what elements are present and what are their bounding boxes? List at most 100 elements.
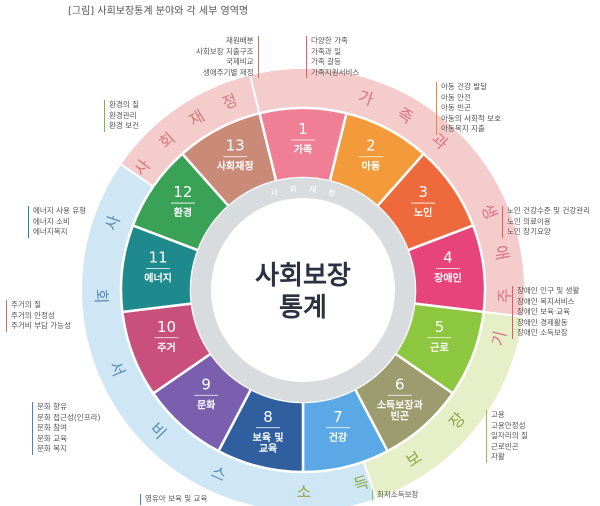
sector-name: 빈곤 (391, 409, 409, 422)
sector-number: 10 (157, 318, 176, 336)
detail-item: 국제비교 (225, 57, 254, 67)
detail-list-disabled: 장애인 인구 및 생활 장애인 복지서비스 장애인 보육·교육 장애인 경제활동… (512, 286, 579, 339)
center-title-line1: 사회보장 (255, 261, 351, 291)
detail-item: 문화 접근성(인프라) (37, 412, 101, 422)
detail-list-energy: 에너지 사용 유형 에너지 소비 에너지복지 (28, 206, 86, 238)
sector-name: 사회재정 (217, 160, 254, 173)
sector-name: 보육 및 (253, 432, 284, 444)
group-label-family-lifecycle: 가 (356, 87, 376, 110)
detail-item: 문화 교육 (37, 433, 67, 443)
detail-item: 노인 건강수준 및 건강관리 (507, 206, 591, 215)
detail-item: 영유아 보육 및 교육 (145, 494, 208, 503)
inner-ring-label: 회 (289, 185, 297, 195)
detail-item: 에너지 소비 (33, 216, 70, 226)
detail-item: 가족과 일 (311, 46, 341, 56)
sector-number: 12 (173, 183, 192, 201)
detail-list-family: 다양한 가족 가족과 일 가족 갈등 가족지원서비스 (306, 36, 360, 79)
detail-item: 자활 (491, 452, 505, 462)
group-label-social-finance: 정 (219, 90, 240, 113)
detail-list-culture: 문화 향유 문화 접근성(인프라) 문화 참여 문화 교육 문화 복지 (32, 402, 100, 455)
inner-ring-label: 사 (270, 188, 280, 199)
figure-caption: [그림] 사회보장통계 분야와 각 세부 영역명 (68, 6, 249, 17)
detail-item: 장애인 경제활동 (517, 317, 568, 327)
detail-item: 장애인 복지서비스 (517, 296, 575, 306)
group-label-social-service: 스 (208, 462, 229, 485)
detail-item: 가족 갈등 (311, 57, 341, 67)
detail-item: 문화 향유 (37, 402, 67, 411)
sector-name: 장애인 (434, 271, 462, 284)
detail-item: 에너지 사용 유형 (33, 206, 87, 215)
sector-number: 4 (443, 248, 453, 266)
detail-item: 에너지복지 (33, 227, 68, 237)
group-label-family-lifecycle: 애 (491, 244, 512, 262)
detail-item: 최저소득보장 (377, 490, 419, 499)
sector-number: 9 (201, 375, 211, 393)
group-label-income-security: 소 (296, 482, 311, 501)
detail-list-social-finance: 재원배분 사회보장 지출구조 국제비교 생애주기별 재정 (196, 36, 259, 79)
sector-name: 문화 (197, 399, 216, 411)
detail-item: 근로빈곤 (491, 441, 519, 451)
detail-item: 생애주기별 재정 (202, 67, 254, 77)
detail-list-elderly: 노인 건강수준 및 건강관리 노인 의료이용 노인 장기요양 (502, 206, 590, 238)
detail-item: 다양한 가족 (311, 36, 348, 45)
center-title-line2: 통계 (279, 293, 327, 323)
detail-item: 재원배분 (225, 36, 254, 45)
detail-item: 장애인 인구 및 생활 (517, 286, 580, 295)
detail-item: 환경관리 (109, 110, 137, 120)
detail-item: 아동의 사회적 보호 (441, 113, 501, 123)
group-label-family-lifecycle: 생 (477, 201, 500, 222)
detail-item: 환경 보건 (109, 121, 139, 131)
sector-number: 3 (418, 183, 428, 201)
detail-item: 장애인 소득보장 (517, 328, 568, 338)
detail-item: 노인 의료이용 (507, 216, 551, 226)
sector-number: 11 (149, 248, 168, 266)
sector-name: 주거 (157, 341, 175, 354)
detail-item: 아동복지 지출 (441, 124, 485, 134)
sector-number: 13 (226, 137, 245, 155)
group-label-social-service: 회 (91, 289, 110, 304)
detail-list-housing: 주거의 질 주거의 안정성 주거비 부담 가능성 (6, 300, 71, 332)
sector-number: 6 (395, 375, 405, 393)
center-circle (211, 198, 395, 382)
detail-item: 문화 복지 (37, 444, 67, 454)
sector-number: 5 (435, 318, 445, 336)
detail-list-labor: 고용 고용안정성 일자리의 질 근로빈곤 자활 (486, 410, 528, 463)
detail-list-childcare: 영유아 보육 및 교육 (140, 494, 207, 505)
sector-name: 근로 (430, 342, 448, 354)
detail-item: 고용안정성 (491, 420, 526, 430)
detail-item: 사회보장 지출구조 (196, 46, 254, 56)
detail-item: 문화 참여 (37, 423, 67, 433)
detail-list-child: 아동 건강 발달 아동 안전 아동 빈곤 아동의 사회적 보호 아동복지 지출 (436, 82, 501, 135)
detail-item: 주거비 부담 가능성 (11, 321, 71, 331)
detail-list-income: 최저소득보장 (372, 490, 418, 501)
detail-item: 환경의 질 (109, 100, 139, 109)
detail-item: 가족지원서비스 (311, 67, 360, 77)
sector-name: 가족 (294, 143, 312, 156)
group-label-family-lifecycle: 주 (495, 288, 514, 303)
group-label-family-lifecycle: 기 (488, 329, 510, 348)
sector-number: 7 (333, 408, 343, 426)
sector-number: 2 (366, 137, 376, 155)
inner-ring-label: 재 (309, 185, 317, 195)
group-label-income-security: 득 (351, 472, 371, 494)
detail-item: 아동 빈곤 (441, 103, 471, 113)
detail-item: 아동 건강 발달 (441, 82, 488, 91)
group-label-social-service: 사 (101, 213, 124, 233)
detail-list-environment: 환경의 질 환경관리 환경 보건 (104, 100, 139, 132)
inner-ring-label: 정 (327, 187, 337, 199)
sector-name: 노인 (414, 206, 432, 219)
group-label-social-service: 서 (105, 358, 128, 379)
sector-number: 8 (263, 408, 273, 426)
sector-name: 환경 (174, 206, 192, 219)
sector-name: 아동 (362, 160, 380, 173)
detail-item: 고용 (491, 410, 505, 419)
sector-name: 교육 (259, 443, 277, 455)
sector-name: 에너지 (144, 271, 172, 284)
sector-name: 소득보장과 (377, 398, 424, 411)
sector-number: 1 (298, 120, 308, 138)
detail-item: 노인 장기요양 (507, 227, 551, 237)
detail-item: 일자리의 질 (491, 431, 528, 441)
sector-name: 건강 (329, 431, 348, 444)
detail-item: 주거의 안정성 (11, 310, 55, 320)
